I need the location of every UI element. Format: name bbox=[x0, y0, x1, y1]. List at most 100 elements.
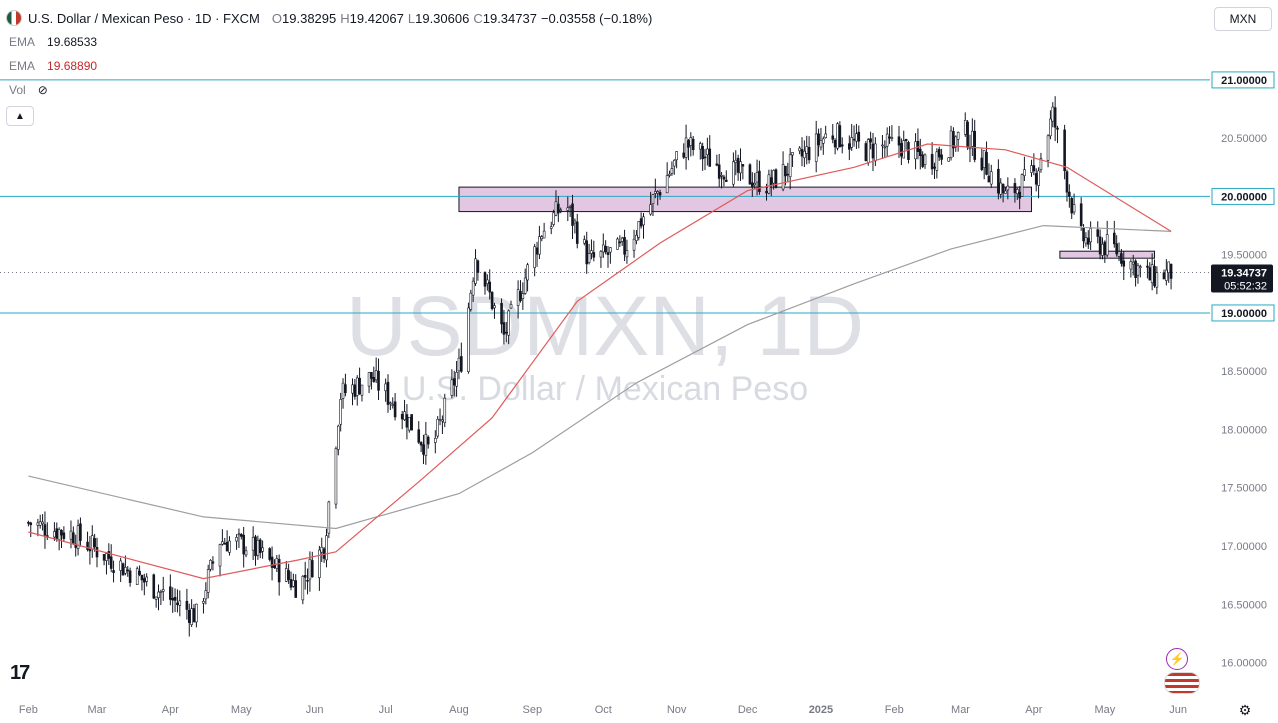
candle-body bbox=[258, 539, 262, 554]
candle-body bbox=[119, 560, 122, 571]
open-value: 19.38295 bbox=[282, 10, 337, 26]
candle-body bbox=[256, 539, 260, 556]
candle-body bbox=[966, 121, 969, 148]
candle-body bbox=[493, 305, 496, 309]
settings-gear-icon[interactable]: ⚙ bbox=[1238, 701, 1252, 718]
candle-body bbox=[1155, 272, 1159, 288]
candle-body bbox=[145, 576, 148, 582]
candle-body bbox=[337, 425, 340, 450]
candle-body bbox=[639, 218, 643, 227]
candle-body bbox=[1065, 171, 1069, 193]
x-tick-label: Aug bbox=[449, 704, 469, 716]
candle-body bbox=[980, 157, 984, 170]
candle-body bbox=[772, 170, 775, 184]
tradingview-logo-icon[interactable]: 17 bbox=[10, 662, 30, 684]
candle-body bbox=[405, 414, 409, 428]
close-label: C bbox=[473, 10, 483, 26]
candle-body bbox=[488, 281, 492, 293]
indicator-ema-2[interactable]: EMA 19.68890 bbox=[9, 59, 97, 73]
candle-body bbox=[287, 570, 290, 580]
candle-body bbox=[318, 549, 321, 578]
x-tick-label: May bbox=[1094, 704, 1115, 716]
candle-body bbox=[1098, 236, 1102, 255]
candle-body bbox=[807, 146, 811, 161]
eye-hidden-icon[interactable]: ⊘ bbox=[37, 83, 48, 97]
candle-body bbox=[767, 174, 771, 194]
candle-body bbox=[1070, 198, 1074, 214]
candle-body bbox=[866, 139, 870, 164]
candle-body bbox=[192, 608, 196, 623]
candle-body bbox=[836, 123, 839, 149]
x-tick-label: Mar bbox=[951, 704, 970, 716]
candle-body bbox=[654, 191, 657, 194]
candle-body bbox=[658, 192, 662, 196]
candle-body bbox=[1120, 253, 1123, 264]
candle-body bbox=[169, 586, 172, 600]
candle-body bbox=[741, 164, 745, 167]
candle-body bbox=[765, 190, 768, 194]
y-tick-label: 19.50000 bbox=[1221, 250, 1267, 262]
candle-body bbox=[1051, 106, 1055, 122]
lightning-icon[interactable]: ⚡ bbox=[1166, 648, 1188, 670]
candle-body bbox=[947, 157, 950, 162]
candle-body bbox=[542, 230, 546, 239]
candle-body bbox=[1129, 261, 1133, 270]
candle-body bbox=[27, 522, 30, 524]
candle-body bbox=[881, 144, 884, 147]
open-label: O bbox=[271, 10, 283, 26]
indicator-volume[interactable]: Vol ⊘ bbox=[9, 83, 48, 97]
candle-body bbox=[691, 138, 695, 151]
candle-body bbox=[559, 209, 562, 212]
candle-body bbox=[1032, 165, 1036, 172]
y-tick-label: 17.00000 bbox=[1221, 541, 1267, 553]
y-tick-label: 17.50000 bbox=[1221, 483, 1267, 495]
low-label: L bbox=[407, 10, 416, 26]
candle-body bbox=[320, 546, 324, 553]
candle-body bbox=[954, 136, 958, 148]
candle-body bbox=[204, 590, 208, 600]
candle-body bbox=[952, 131, 955, 149]
candle-body bbox=[467, 307, 470, 372]
candle-body bbox=[1068, 191, 1071, 197]
candle-body bbox=[831, 135, 835, 140]
candle-body bbox=[552, 212, 555, 225]
candle-body bbox=[244, 550, 248, 556]
candle-body bbox=[211, 561, 215, 564]
candle-body bbox=[670, 168, 674, 174]
candle-body bbox=[55, 528, 59, 539]
candle-body bbox=[864, 143, 868, 161]
candle-body bbox=[987, 175, 991, 183]
candle-body bbox=[185, 600, 189, 610]
candle-body bbox=[410, 414, 413, 431]
collapse-legend-button[interactable]: ▲ bbox=[6, 106, 34, 126]
candle-body bbox=[869, 138, 872, 143]
last-price-box bbox=[1211, 264, 1273, 293]
candle-body bbox=[769, 177, 773, 186]
candle-body bbox=[62, 532, 66, 539]
candle-body bbox=[140, 574, 144, 581]
candle-body bbox=[549, 226, 553, 229]
candle-body bbox=[41, 521, 44, 525]
us-flag-icon[interactable] bbox=[1164, 672, 1200, 694]
candle-body bbox=[240, 534, 243, 537]
x-tick-label: Feb bbox=[19, 704, 38, 716]
currency-button[interactable]: MXN bbox=[1214, 7, 1272, 31]
symbol-title[interactable]: U.S. Dollar / Mexican Peso · 1D · FXCM bbox=[28, 10, 260, 26]
candle-body bbox=[72, 532, 75, 544]
candle-body bbox=[722, 176, 726, 180]
candle-body bbox=[436, 418, 439, 437]
candle-body bbox=[918, 148, 922, 157]
candle-body bbox=[109, 556, 113, 569]
candle-body bbox=[36, 522, 40, 526]
candle-body bbox=[888, 136, 891, 139]
candle-body bbox=[1167, 261, 1171, 273]
candle-body bbox=[890, 137, 894, 139]
candle-body bbox=[173, 596, 177, 601]
indicator-ema-1[interactable]: EMA 19.68533 bbox=[9, 35, 97, 49]
candle-body bbox=[583, 239, 586, 244]
candle-body bbox=[1013, 183, 1017, 194]
candle-body bbox=[223, 543, 227, 545]
candle-body bbox=[1079, 203, 1083, 227]
candle-body bbox=[187, 609, 191, 623]
